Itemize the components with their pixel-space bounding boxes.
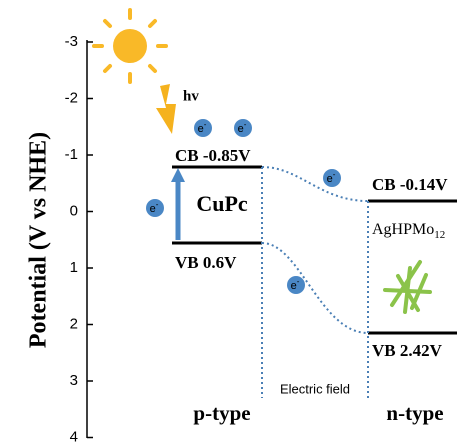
- electron-charge: -: [297, 277, 300, 286]
- tick-label: -2: [65, 89, 78, 106]
- tick-label: 0: [70, 202, 78, 219]
- ag-cb-label: CB -0.14V: [372, 175, 448, 194]
- tick-label: 4: [70, 428, 78, 445]
- cupc-label: CuPc: [196, 191, 248, 216]
- electron-charge: -: [156, 200, 159, 209]
- arrow-head: [171, 168, 185, 182]
- ticks: -3 -2 -1 0 1 2 3 4: [65, 33, 93, 446]
- cupc-vb-label: VB 0.6V: [175, 253, 237, 272]
- field-label: Electric field: [280, 381, 350, 396]
- electron-charge: -: [333, 170, 336, 179]
- ag-label: AgHPMo12: [372, 221, 445, 241]
- tick-label: 3: [70, 372, 78, 389]
- axis-label: Potential (V vs NHE): [26, 132, 52, 348]
- electron-charge: -: [244, 120, 247, 129]
- tick-label: 2: [70, 315, 78, 332]
- band-bending: [262, 167, 368, 398]
- band-diagram: Potential (V vs NHE) -3-2-101234 hv Elec…: [0, 0, 468, 446]
- electron-charge: -: [204, 120, 207, 129]
- p-type-label: p-type: [193, 401, 250, 425]
- ag-subscript: 12: [434, 229, 445, 241]
- cupc-cb-label: CB -0.85V: [175, 146, 251, 165]
- tick-label: 1: [70, 259, 78, 276]
- nanorod-icon: [385, 262, 430, 312]
- ag-name: AgHPMo: [372, 221, 434, 238]
- lightning-icon: [156, 84, 176, 134]
- tick-label: -1: [65, 146, 78, 163]
- ag-vb-label: VB 2.42V: [372, 341, 443, 360]
- n-type-label: n-type: [386, 401, 443, 425]
- tick-label: -3: [65, 33, 78, 50]
- sun-icon: [94, 10, 166, 82]
- light-label: hv: [183, 88, 199, 104]
